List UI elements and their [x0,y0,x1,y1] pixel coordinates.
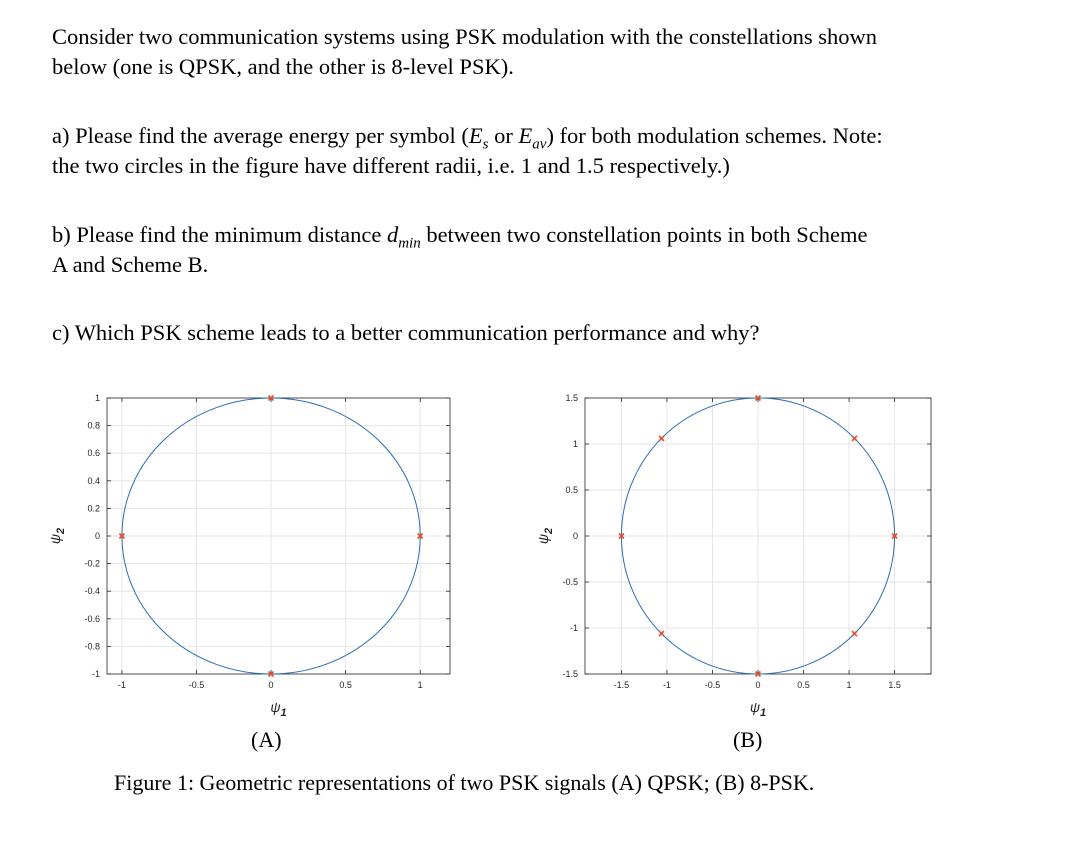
constellation-point-4-stroke-b [618,532,625,540]
x-tick-label-0: -1 [118,680,126,690]
figure-caption: Figure 1: Geometric representations of t… [114,770,815,795]
constellation-point-2 [754,394,762,402]
or-word: or [488,123,519,148]
y-tick-label-10: 1 [95,393,100,403]
question-c-text: c) Which PSK scheme leads to a better co… [52,320,760,345]
y-tick-label-5: 1 [573,439,578,449]
constellation-point-7 [851,630,858,637]
y-axis-label: ψ2 [535,528,555,544]
constellation-point-6-stroke-b [754,670,762,678]
eav-symbol: E [518,123,533,148]
x-tick-label-6: 1.5 [888,680,901,690]
x-tick-label-4: 1 [418,680,423,690]
x-tick-label-3: 0.5 [339,680,352,690]
question-b-text: b) Please find the minimum distance [52,222,387,247]
constellation-point-2-stroke-b [118,532,125,540]
y-tick-label-4: 0.5 [565,485,578,495]
question-b: b) Please find the minimum distance dmin… [52,220,1020,280]
dmin-symbol: d [386,222,399,247]
constellation-point-1-stroke-b [851,435,858,442]
question-a-text-2: ) for both modulation schemes. Note: [546,123,883,148]
eav-subscript: av [532,136,547,153]
y-tick-label-0: -1 [92,669,100,679]
constellation-point-1 [267,394,275,402]
y-tick-label-8: 0.6 [87,448,100,458]
x-tick-label-0: -1.5 [614,680,630,690]
constellation-point-5-stroke-b [658,630,665,637]
x-tick-label-1: -1 [663,680,671,690]
constellation-point-0-stroke-b [417,532,424,540]
x-axis-label: ψ1 [750,699,766,719]
y-tick-label-4: -0.2 [84,559,100,569]
x-tick-label-5: 1 [847,680,852,690]
dmin-subscript: min [398,235,421,252]
y-tick-label-3: -0.4 [84,586,100,596]
x-axis-label: ψ1 [270,699,286,719]
constellation-point-1 [851,435,858,442]
constellation-point-3-stroke-b [658,435,665,442]
x-tick-label-2: -0.5 [705,680,721,690]
y-tick-label-2: -0.6 [84,614,100,624]
constellation-point-5 [658,630,665,637]
y-tick-label-6: 0.2 [87,503,100,513]
constellation-point-7-stroke-b [851,630,858,637]
constellation-plot-a: -1 -0.5 0 0.5 1 -1 -0.8 -0.6 -0.4 -0.2 0 0.2 0.4 0.6 0… [47,393,451,719]
es-subscript: s [482,136,489,153]
constellation-plot-b: -1.5 -1 -0.5 0 0.5 1 1.5 -1.5 -1 -0.5 0 0.5 1 1.5 ψ1 ψ2 [535,393,932,719]
y-tick-label-7: 0.4 [87,476,100,486]
question-a: a) Please find the average energy per sy… [52,121,1020,181]
y-axis-label: ψ2 [47,528,67,544]
constellation-point-3 [267,670,275,678]
y-tick-label-1: -0.8 [84,641,100,651]
x-tick-label-4: 0.5 [797,680,810,690]
question-a-line-2: the two circles in the figure have diffe… [52,153,730,178]
y-tick-label-6: 1.5 [565,393,578,403]
question-a-text: a) Please find the average energy per sy… [52,123,469,148]
y-tick-label-2: -0.5 [562,577,578,587]
x-tick-label-3: 0 [755,680,760,690]
panel-label-a: (A) [251,727,282,752]
question-b-text-2: between two constellation points in both… [420,222,868,247]
intro-text: Consider two communication systems using… [52,22,1020,82]
constellation-point-6 [754,670,762,678]
constellation-point-3 [658,435,665,442]
constellation-point-3-stroke-b [267,670,275,678]
y-tick-label-5: 0 [95,531,100,541]
constellation-point-2-stroke-b [754,394,762,402]
y-tick-label-3: 0 [573,531,578,541]
intro-line-2: below (one is QPSK, and the other is 8-l… [52,54,514,79]
constellation-point-4 [618,532,625,540]
constellation-point-0 [891,532,898,540]
y-tick-label-0: -1.5 [562,669,578,679]
constellation-point-1-stroke-b [267,394,275,402]
es-symbol: E [468,123,483,148]
intro-line-1: Consider two communication systems using… [52,24,877,49]
y-tick-label-1: -1 [570,623,578,633]
x-tick-label-1: -0.5 [189,680,205,690]
constellation-point-2 [118,532,125,540]
question-c: c) Which PSK scheme leads to a better co… [52,318,1020,348]
panel-label-b: (B) [733,727,763,752]
y-tick-label-9: 0.8 [87,421,100,431]
constellation-point-0 [417,532,424,540]
question-b-line-2: A and Scheme B. [52,252,209,277]
x-tick-label-2: 0 [269,680,274,690]
constellation-point-0-stroke-b [891,532,898,540]
